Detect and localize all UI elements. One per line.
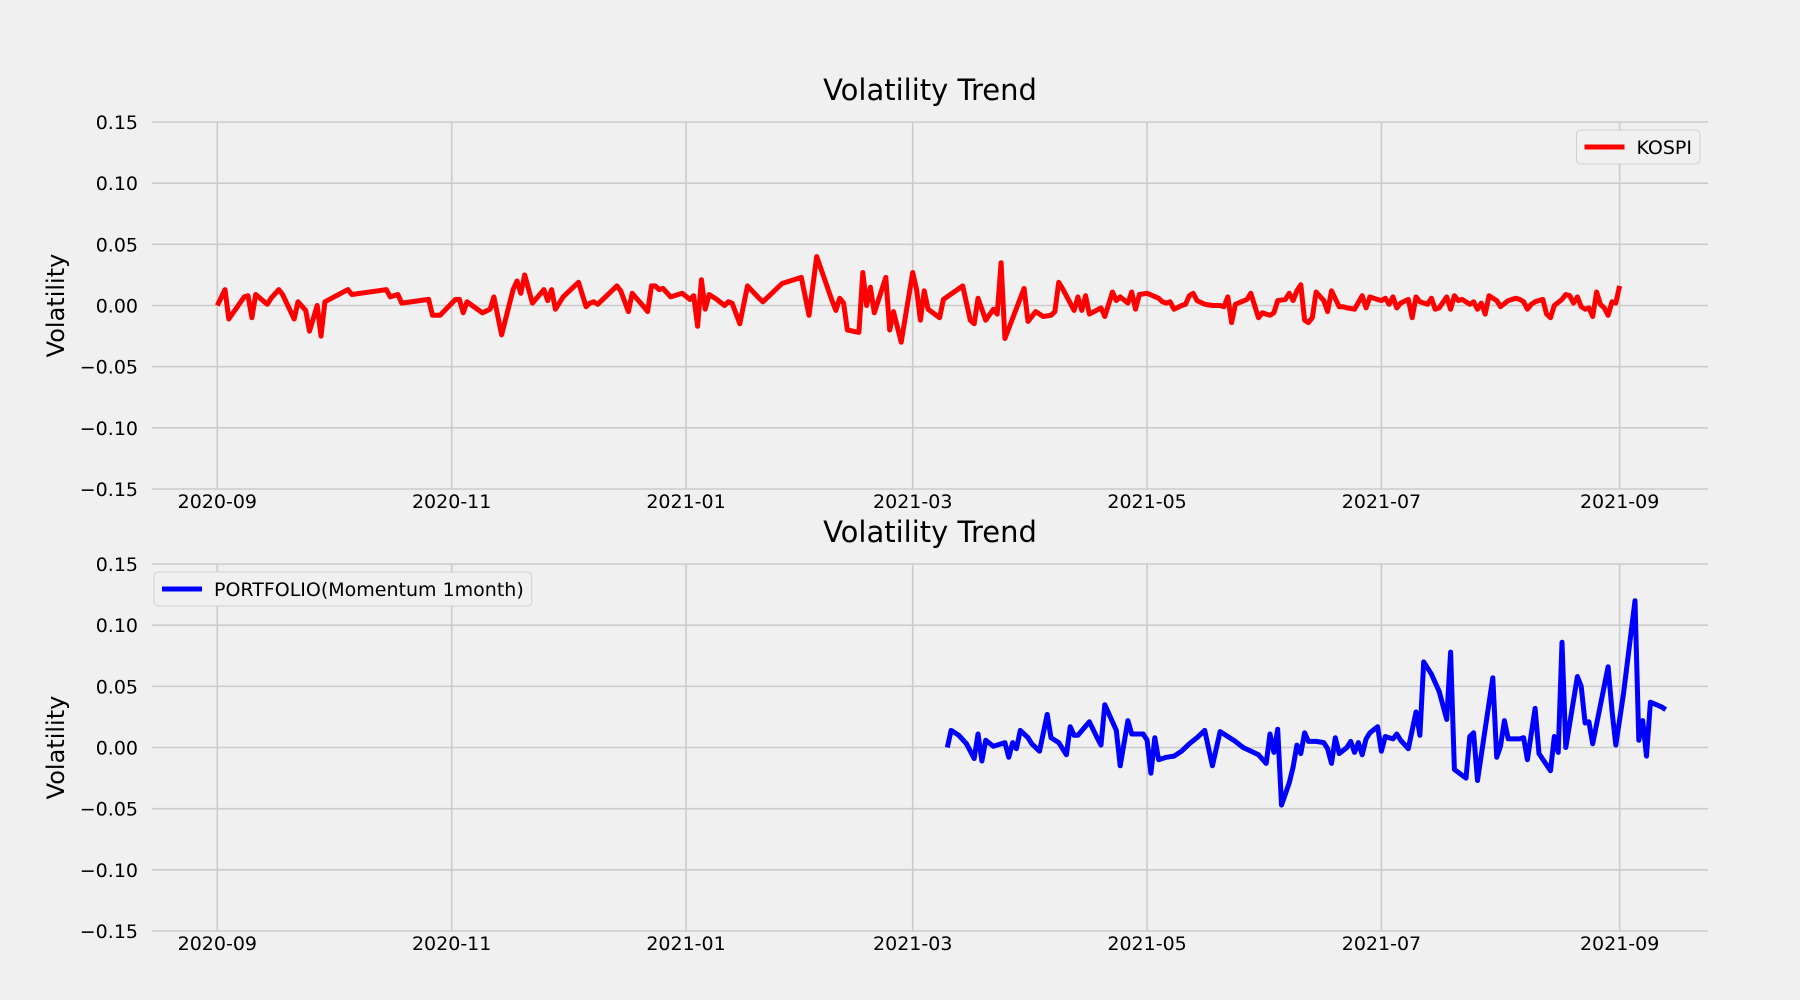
chart-title: Volatility Trend (823, 515, 1037, 549)
y-tick-label: 0.05 (96, 676, 138, 698)
x-tick-label: 2021-05 (1107, 933, 1186, 955)
x-tick-label: 2020-11 (412, 491, 491, 513)
y-tick-label: −0.15 (80, 921, 138, 943)
series-line-1 (215, 254, 1623, 345)
chart-title: Volatility Trend (823, 73, 1037, 107)
series-line-1 (944, 598, 1668, 808)
y-tick-label: 0.10 (96, 615, 138, 637)
x-tick-label: 2021-03 (873, 933, 952, 955)
x-tick-label: 2021-07 (1342, 933, 1421, 955)
x-tick-label: 2021-01 (646, 933, 725, 955)
y-tick-label: 0.15 (96, 112, 138, 134)
y-tick-label: −0.10 (80, 418, 138, 440)
x-tick-label: 2020-09 (178, 491, 257, 513)
y-tick-label: 0.15 (96, 554, 138, 576)
legend-box (1576, 129, 1701, 165)
y-tick-label: −0.05 (80, 357, 138, 379)
x-tick-label: 2021-07 (1342, 491, 1421, 513)
x-tick-label: 2021-09 (1580, 491, 1659, 513)
y-tick-label: 0.05 (96, 234, 138, 256)
y-axis-label: Volatility (42, 254, 70, 358)
x-tick-label: 2021-09 (1580, 933, 1659, 955)
chart-panel-2: 0.15 0.10 0.05 0.00 −0.05 −0.10 −0.15 2020-09 20… (42, 515, 1708, 955)
x-tick-label: 2021-03 (873, 491, 952, 513)
legend-label: PORTFOLIO(Momentum 1month) (214, 579, 524, 601)
legend: KOSPI (1576, 129, 1701, 165)
x-tick-label: 2020-09 (178, 933, 257, 955)
y-axis-label: Volatility (42, 696, 70, 800)
x-tick-label: 2021-05 (1107, 491, 1186, 513)
x-tick-label: 2020-11 (412, 933, 491, 955)
y-tick-label: 0.10 (96, 173, 138, 195)
y-tick-label: 0.00 (96, 738, 138, 760)
x-tick-label: 2021-01 (646, 491, 725, 513)
chart-panel-1: 0.15 0.10 0.05 0.00 −0.05 −0.10 −0.15 2020-09 20… (42, 73, 1708, 513)
y-tick-label: −0.10 (80, 860, 138, 882)
legend-label: KOSPI (1637, 137, 1693, 159)
legend-box (153, 571, 533, 607)
y-tick-label: 0.00 (96, 296, 138, 318)
y-tick-label: −0.15 (80, 479, 138, 501)
y-tick-label: −0.05 (80, 799, 138, 821)
legend: PORTFOLIO(Momentum 1month) (153, 571, 533, 607)
